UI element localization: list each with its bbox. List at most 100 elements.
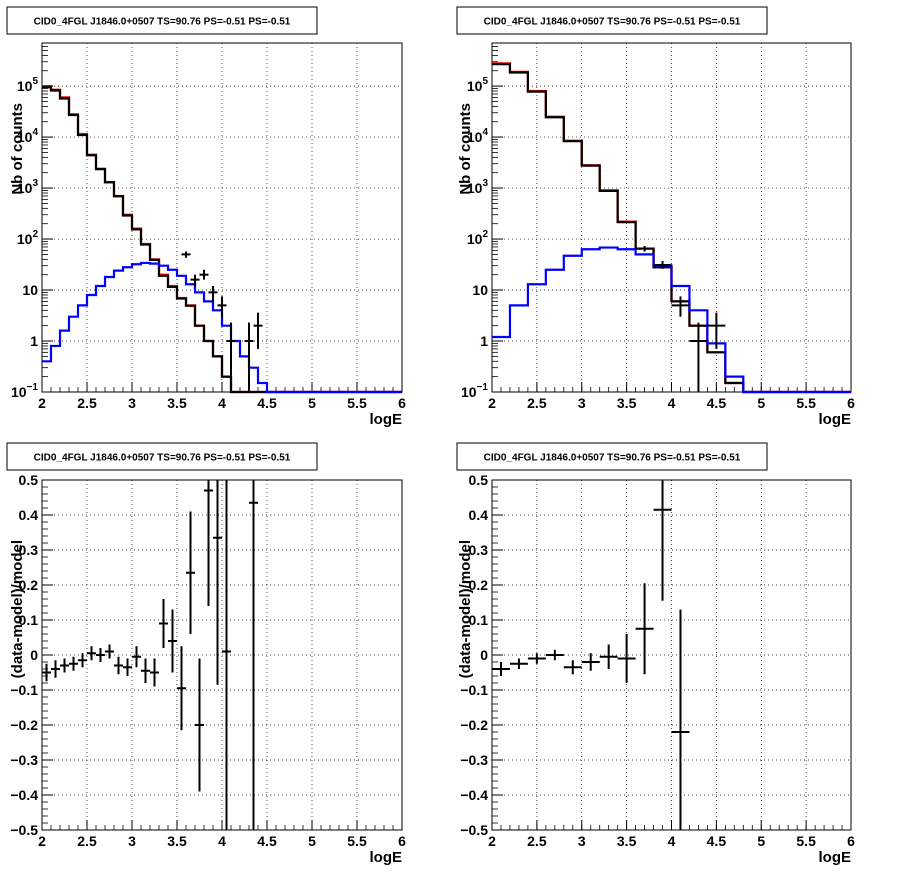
y-tick-base: 10 (467, 231, 483, 247)
data-point (159, 599, 168, 648)
data-point (168, 609, 177, 673)
y-tick-label: −0.2 (460, 717, 488, 733)
y-tick-label: 1 (480, 333, 488, 349)
data-point (635, 583, 654, 675)
x-tick-label: 2 (38, 833, 46, 849)
y-tick-base: 10 (17, 129, 33, 145)
x-tick-label: 2 (38, 395, 46, 411)
y-tick-exponent: 2 (482, 229, 488, 240)
data-point (527, 653, 546, 664)
x-tick-label: 6 (398, 395, 406, 411)
data-point (222, 480, 231, 830)
x-tick-label: 4 (668, 833, 676, 849)
y-tick-exponent: 3 (32, 178, 38, 189)
x-tick-label: 2 (488, 833, 496, 849)
y-tick-label: 0.1 (469, 612, 489, 628)
data-point (60, 658, 69, 673)
chart-panel-1: 2 2.5 3 3.5 4 4.5 5 5.5 610−1110102103104105CID0… (6, 6, 406, 428)
y-tick-label: 0.2 (19, 577, 39, 593)
y-tick-label: 104 (467, 127, 489, 145)
x-tick-label: 2.5 (527, 395, 547, 411)
data-point (217, 296, 227, 317)
y-tick-label: −0.4 (10, 787, 38, 803)
y-tick-base: 1 (30, 333, 38, 349)
title-box (456, 6, 768, 35)
y-tick-label: 104 (17, 127, 39, 145)
y-tick-exponent: 5 (482, 76, 488, 87)
x-tick-label: 4 (218, 395, 226, 411)
x-tick-label: 5 (308, 833, 316, 849)
x-tick-label: 2.5 (527, 833, 547, 849)
x-tick-label: 5 (757, 833, 765, 849)
data-point (599, 644, 618, 669)
y-tick-label: 10 (22, 282, 38, 298)
data-point (204, 480, 213, 606)
y-tick-exponent: 4 (32, 127, 38, 138)
y-tick-label: 0 (480, 647, 488, 663)
x-tick-label: 4.5 (257, 833, 277, 849)
y-tick-label: 0.4 (469, 507, 489, 523)
y-tick-label: 0 (30, 647, 38, 663)
y-axis-label: Nb of counts (457, 103, 474, 195)
data-point (545, 649, 564, 661)
chart-panel-4: 2 2.5 3 3.5 4 4.5 5 5.5 6 −0.5 −0.4 −0.3 −0.2 −0.1 0 0.… (456, 442, 855, 866)
x-tick-label: 6 (847, 395, 855, 411)
x-tick-label: 6 (398, 833, 406, 849)
x-tick-label: 5.5 (347, 395, 367, 411)
histogram-series-3 (492, 246, 851, 394)
x-tick-label: 5.5 (796, 395, 816, 411)
y-tick-exponent: 3 (482, 178, 488, 189)
y-tick-base: 1 (480, 333, 488, 349)
data-point (249, 480, 258, 830)
chart-title: CID0_4FGL J1846.0+0507 TS=90.76 PS=-0.51… (34, 17, 291, 28)
x-tick-label: 5 (757, 395, 765, 411)
chart-title: CID0_4FGL J1846.0+0507 TS=90.76 PS=-0.51… (484, 453, 741, 464)
x-axis-label: logE (819, 849, 852, 866)
x-tick-label: 5 (308, 395, 316, 411)
data-point (226, 322, 236, 392)
y-tick-base: 10 (461, 384, 477, 400)
x-tick-label: 3.5 (167, 395, 187, 411)
y-tick-base: 10 (467, 78, 483, 94)
chart-title: CID0_4FGL J1846.0+0507 TS=90.76 PS=-0.51… (34, 453, 291, 464)
data-point (253, 312, 263, 349)
y-tick-label: −0.5 (10, 822, 38, 838)
y-tick-label: −0.4 (460, 787, 488, 803)
y-tick-label: 105 (17, 76, 39, 94)
y-tick-base: 10 (17, 78, 33, 94)
data-point (87, 646, 96, 661)
y-tick-label: −0.3 (460, 752, 488, 768)
data-point (69, 656, 78, 671)
x-tick-label: 6 (847, 833, 855, 849)
x-axis-label: logE (370, 411, 403, 428)
x-tick-label: 5.5 (347, 833, 367, 849)
x-tick-label: 3 (128, 395, 136, 411)
y-tick-label: 102 (467, 229, 489, 247)
y-tick-label: 105 (467, 76, 489, 94)
x-tick-label: 3.5 (617, 833, 637, 849)
data-point (42, 663, 51, 682)
y-tick-base: 10 (17, 231, 33, 247)
data-point (213, 480, 222, 685)
y-axis-label: (data-model)/model (457, 540, 474, 678)
y-tick-exponent: 2 (32, 229, 38, 240)
y-tick-base: 10 (467, 180, 483, 196)
data-point (208, 285, 218, 302)
data-point (671, 296, 690, 317)
histogram-series-3 (42, 261, 402, 394)
data-point (653, 480, 672, 601)
data-point (492, 662, 510, 676)
y-tick-base: 10 (467, 129, 483, 145)
x-axis-label: logE (819, 411, 852, 428)
y-tick-label: 0.4 (19, 507, 39, 523)
data-point (186, 511, 195, 634)
data-point (181, 251, 191, 258)
data-point (96, 648, 105, 662)
x-tick-label: 4.5 (257, 395, 277, 411)
x-tick-label: 3.5 (167, 833, 187, 849)
x-axis-label: logE (370, 849, 403, 866)
y-tick-label: 0.1 (19, 612, 39, 628)
y-tick-label: 10−1 (11, 382, 38, 400)
data-point (132, 646, 141, 668)
